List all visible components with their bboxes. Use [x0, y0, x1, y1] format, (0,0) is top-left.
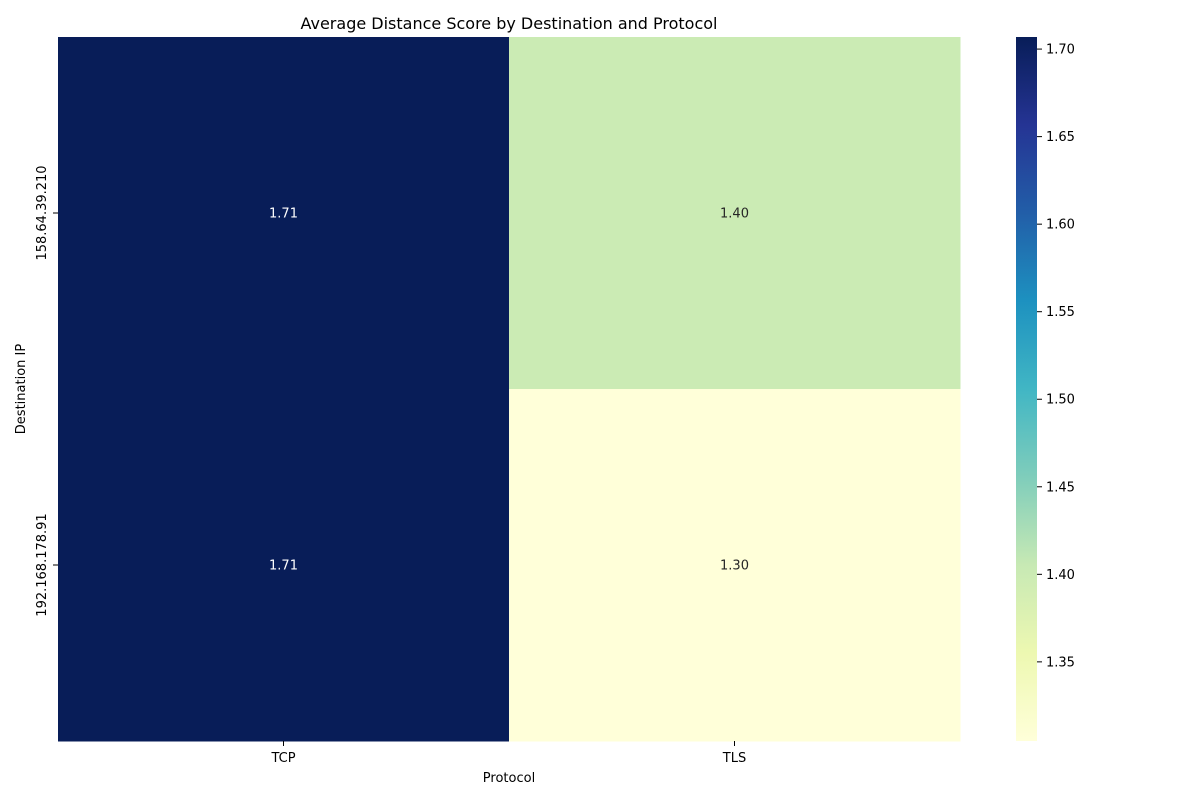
y-axis-label: Destination IP [14, 344, 29, 435]
heatmap-cell [58, 389, 510, 742]
x-tick-label: TCP [270, 751, 295, 766]
colorbar [1016, 37, 1037, 741]
cell-value-label: 1.71 [269, 207, 298, 222]
heatmap-cell [58, 37, 510, 390]
cell-value-label: 1.71 [269, 559, 298, 574]
chart-title: Average Distance Score by Destination an… [300, 14, 717, 33]
y-tick-label: 158.64.39.210 [35, 165, 50, 260]
cell-value-label: 1.30 [720, 559, 749, 574]
colorbar-tick-label: 1.40 [1046, 568, 1075, 583]
colorbar-tick-label: 1.60 [1046, 218, 1075, 233]
colorbar-tick-label: 1.70 [1046, 43, 1075, 58]
colorbar-tick-label: 1.45 [1046, 480, 1075, 495]
cell-value-label: 1.40 [720, 207, 749, 222]
heatmap-cell [509, 389, 961, 742]
x-axis-label: Protocol [483, 771, 535, 786]
x-tick-label: TLS [722, 751, 746, 766]
colorbar-tick-label: 1.65 [1046, 130, 1075, 145]
colorbar-tick-label: 1.35 [1046, 655, 1075, 670]
heatmap-cell [509, 37, 961, 390]
y-tick-label: 192.168.178.91 [35, 513, 50, 616]
colorbar-tick-label: 1.55 [1046, 305, 1075, 320]
colorbar-tick-label: 1.50 [1046, 393, 1075, 408]
